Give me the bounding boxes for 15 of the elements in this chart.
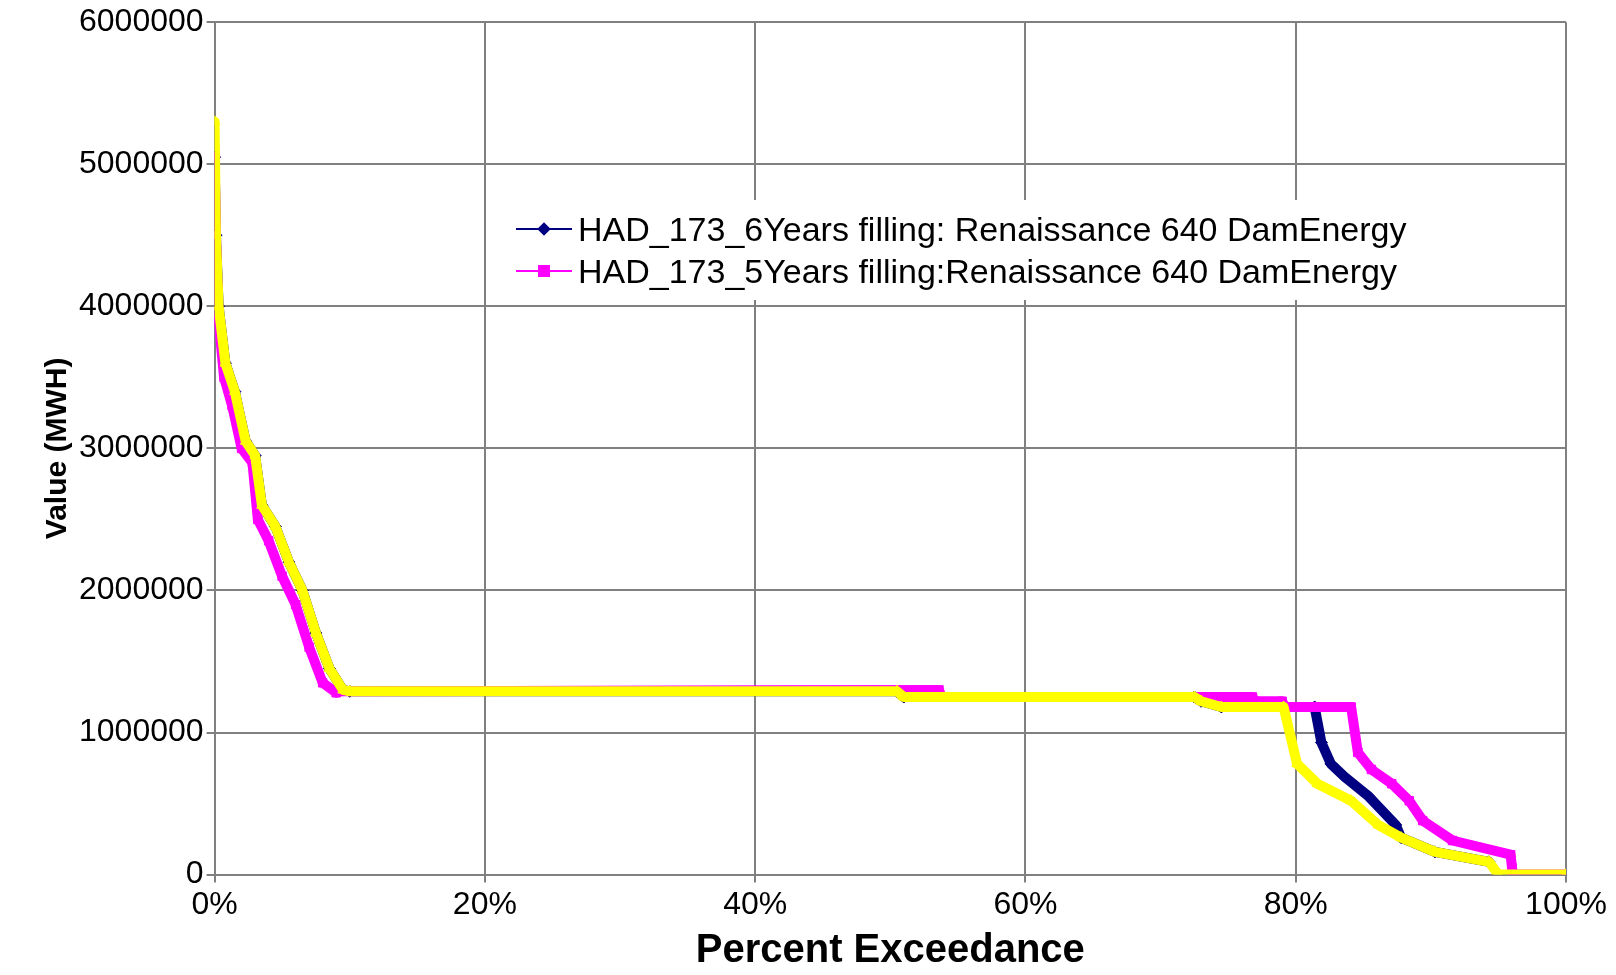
legend-label: HAD_173_6Years filling: Renaissance 640 DamEnergy (578, 209, 1407, 250)
y-tick-label: 5000000 (79, 144, 204, 181)
x-axis-title: Percent Exceedance (695, 926, 1085, 971)
x-tick-label: 20% (452, 884, 517, 921)
x-tick-label: 80% (1263, 884, 1328, 921)
x-tick-label: 40% (723, 884, 788, 921)
y-tick-label: 1000000 (79, 712, 204, 749)
y-tick-label: 2000000 (79, 570, 204, 607)
y-axis-title: Value (MWH) (39, 357, 73, 540)
legend-label: HAD_173_5Years filling:Renaissance 640 DamEnergy (578, 251, 1398, 292)
y-tick-label: 4000000 (79, 286, 204, 323)
x-tick-label: 100% (1525, 884, 1607, 921)
x-tick-label: 60% (993, 884, 1058, 921)
y-tick-label: 6000000 (79, 2, 204, 39)
y-tick-label: 3000000 (79, 428, 204, 465)
